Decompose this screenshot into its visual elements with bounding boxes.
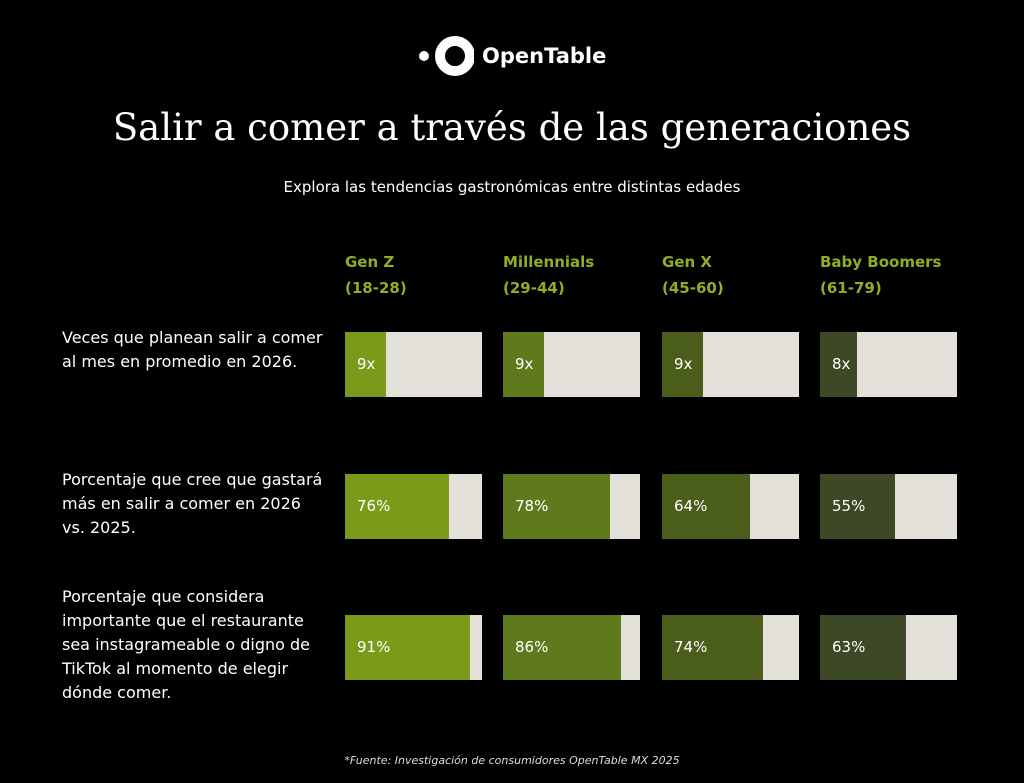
generation-name: Gen Z — [345, 253, 395, 271]
footnote: *Fuente: Investigación de consumidores O… — [344, 754, 680, 767]
subtitle: Explora las tendencias gastronómicas ent… — [283, 178, 741, 196]
bar — [503, 332, 545, 397]
row-label: Porcentaje que considera importante que … — [62, 587, 311, 702]
value-label: 9x — [674, 355, 693, 373]
row-label: Porcentaje que cree que gastará más en s… — [62, 470, 323, 537]
bar-track: 78% — [503, 474, 640, 539]
generation-name: Gen X — [662, 253, 712, 271]
value-label: 9x — [357, 355, 376, 373]
generation-range: (61-79) — [820, 279, 882, 297]
bar — [345, 615, 470, 680]
bar — [345, 332, 387, 397]
bar — [662, 332, 704, 397]
bar — [820, 332, 857, 397]
bar-track: 63% — [820, 615, 957, 680]
value-label: 8x — [832, 355, 851, 373]
bar-track: 91% — [345, 615, 482, 680]
bar-track: 8x — [820, 332, 957, 397]
bar-track: 55% — [820, 474, 957, 539]
logo — [419, 36, 474, 76]
bar — [503, 615, 621, 680]
generation-range: (45-60) — [662, 279, 724, 297]
bar-track: 76% — [345, 474, 482, 539]
bar-track: 74% — [662, 615, 799, 680]
generation-name: Baby Boomers — [820, 253, 942, 271]
value-label: 78% — [515, 497, 549, 515]
bar — [662, 474, 750, 539]
bar-track: 9x — [503, 332, 640, 397]
generation-range: (18-28) — [345, 279, 407, 297]
value-label: 91% — [357, 638, 391, 656]
bar — [662, 615, 764, 680]
title: Salir a comer a través de las generacion… — [112, 106, 912, 149]
bar-track: 9x — [662, 332, 799, 397]
bar — [503, 474, 610, 539]
bar-track: 64% — [662, 474, 799, 539]
generation-name: Millennials — [503, 253, 595, 271]
bar — [820, 474, 896, 539]
value-label: 63% — [832, 638, 866, 656]
bar — [345, 474, 450, 539]
row-label: Veces que planean salir a comer al mes e… — [62, 328, 323, 371]
bar-track: 9x — [345, 332, 482, 397]
value-label: 64% — [674, 497, 708, 515]
brand: OpenTable — [482, 44, 607, 68]
value-label: 74% — [674, 638, 708, 656]
value-label: 86% — [515, 638, 549, 656]
value-label: 9x — [515, 355, 534, 373]
generation-range: (29-44) — [503, 279, 565, 297]
value-label: 55% — [832, 497, 866, 515]
bar-track: 86% — [503, 615, 640, 680]
value-label: 76% — [357, 497, 391, 515]
bar — [820, 615, 907, 680]
